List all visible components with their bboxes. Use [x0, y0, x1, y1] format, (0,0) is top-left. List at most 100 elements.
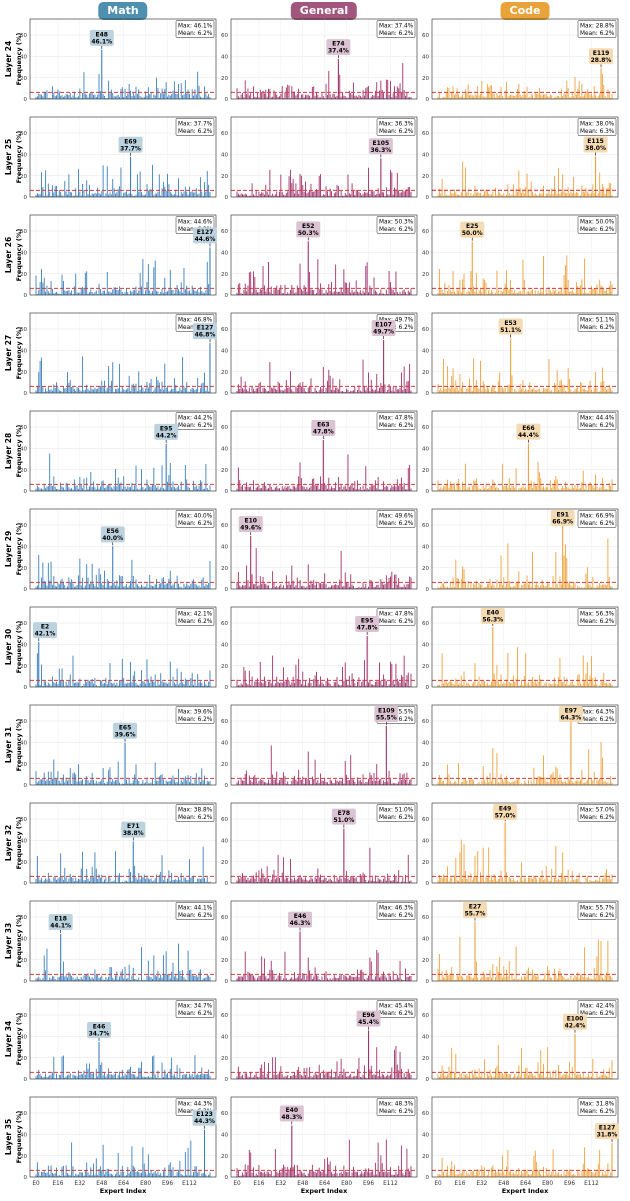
peak-value-label: 55.7% [465, 911, 486, 918]
y-tick-label: 40 [221, 545, 228, 551]
y-tick-label: 40 [221, 349, 228, 355]
y-tick-label: 60 [20, 523, 27, 529]
peak-label-bg [498, 318, 523, 335]
y-tick-label: 60 [20, 1013, 27, 1019]
y-tick-label: 20 [20, 762, 27, 768]
stat-max: Max: 49.6% [379, 514, 414, 520]
y-tick-label: 60 [221, 425, 228, 431]
y-tick-label: 40 [422, 251, 429, 257]
peak-label-bg [355, 616, 380, 633]
stat-max: Max: 50.3% [379, 220, 414, 226]
y-axis-label: Frequency (%) [15, 425, 23, 478]
y-tick-label: 20 [221, 664, 228, 670]
plot-frame [230, 116, 418, 198]
plot-frame [230, 214, 418, 296]
row-label-layer: Layer 26 [4, 237, 13, 273]
peak-expert-label: E96 [362, 1012, 374, 1019]
stats-box [376, 412, 416, 430]
y-tick-label: 40 [20, 643, 27, 649]
peak-expert-label: E66 [522, 425, 534, 432]
peak-expert-label: E78 [338, 810, 350, 817]
stats-box [376, 902, 416, 920]
y-axis-label: Frequency (%) [15, 621, 23, 674]
y-axis-label: Frequency (%) [15, 327, 23, 380]
stat-mean: Mean: 6.2% [379, 1011, 414, 1017]
row-label-layer: Layer 31 [4, 727, 13, 763]
y-tick-label: 20 [422, 272, 429, 278]
y-axis-label: Frequency (%) [15, 1013, 23, 1066]
stat-mean: Mean: 6.2% [178, 717, 213, 723]
y-tick-label: 20 [221, 566, 228, 572]
plot-frame [230, 704, 418, 786]
peak-label-bg [558, 706, 583, 722]
peak-expert-label: E10 [244, 518, 256, 525]
stat-mean: Mean: 6.2% [379, 521, 414, 527]
plot-frame [431, 312, 619, 394]
y-tick-label: 0 [24, 391, 28, 397]
stat-max: Max: 44.2% [178, 416, 213, 422]
y-tick-label: 60 [20, 33, 27, 39]
y-tick-label: 0 [225, 685, 229, 691]
plot-frame [230, 606, 418, 688]
peak-expert-label: E46 [294, 913, 306, 920]
y-tick-label: 20 [422, 958, 429, 964]
peak-value-label: 36.3% [370, 147, 391, 154]
y-tick-label: 40 [422, 937, 429, 943]
stat-max: Max: 36.3% [379, 122, 414, 128]
plot-frame [230, 900, 418, 982]
stat-mean: Mean: 6.2% [178, 423, 213, 429]
plot-frame [230, 802, 418, 884]
peak-expert-label: E53 [504, 320, 516, 327]
y-tick-label: 40 [221, 55, 228, 61]
plot-frame [29, 410, 217, 492]
y-tick-label: 20 [20, 664, 27, 670]
stat-max: Max: 37.7% [178, 122, 213, 128]
y-tick-label: 60 [221, 327, 228, 333]
stats-box [376, 510, 416, 528]
peak-value-label: 51.0% [333, 817, 354, 824]
stats-box [376, 118, 416, 136]
stat-mean: Mean: 6.2% [379, 423, 414, 429]
peak-value-label: 42.1% [35, 631, 56, 638]
stat-mean: Mean: 6.2% [178, 913, 213, 919]
y-tick-label: 20 [422, 174, 429, 180]
y-tick-label: 40 [221, 153, 228, 159]
stat-max: Max: 56.3% [580, 612, 615, 618]
peak-value-label: 28.8% [591, 57, 612, 64]
plot-frame [230, 998, 418, 1080]
peak-label-bg [331, 808, 356, 825]
y-tick-label: 40 [221, 447, 228, 453]
y-tick-label: 0 [24, 881, 28, 887]
y-tick-label: 0 [426, 293, 430, 299]
stat-mean: Mean: 6.2% [580, 227, 615, 233]
y-tick-label: 20 [422, 566, 429, 572]
peak-expert-label: E91 [556, 512, 568, 519]
peak-label-bg [33, 622, 57, 639]
peak-label-bg [550, 510, 575, 526]
plot-frame [29, 998, 217, 1080]
peak-expert-label: E40 [487, 610, 499, 617]
peak-expert-label: E74 [332, 41, 344, 48]
stat-max: Max: 39.6% [178, 710, 213, 716]
stats-box [175, 412, 215, 430]
peak-expert-label: E46 [93, 1023, 105, 1030]
y-tick-label: 60 [221, 1013, 228, 1019]
peak-label-bg [296, 221, 321, 238]
peak-label-bg [193, 227, 217, 244]
plot-frame [230, 410, 418, 492]
stat-mean: Mean: 6.2% [178, 619, 213, 625]
y-tick-label: 0 [225, 195, 229, 201]
y-tick-label: 20 [20, 468, 27, 474]
stat-max: Max: 34.7% [178, 1004, 213, 1010]
peak-value-label: 49.7% [373, 328, 394, 335]
y-tick-label: 60 [20, 719, 27, 725]
y-tick-label: 0 [426, 685, 430, 691]
y-tick-label: 40 [20, 447, 27, 453]
peak-label-bg [460, 221, 485, 238]
y-tick-label: 20 [20, 958, 27, 964]
peak-label-bg [480, 608, 505, 624]
peak-value-label: 37.4% [328, 48, 349, 55]
stats-box [577, 118, 617, 136]
plot-frame [431, 802, 619, 884]
y-tick-label: 40 [20, 545, 27, 551]
